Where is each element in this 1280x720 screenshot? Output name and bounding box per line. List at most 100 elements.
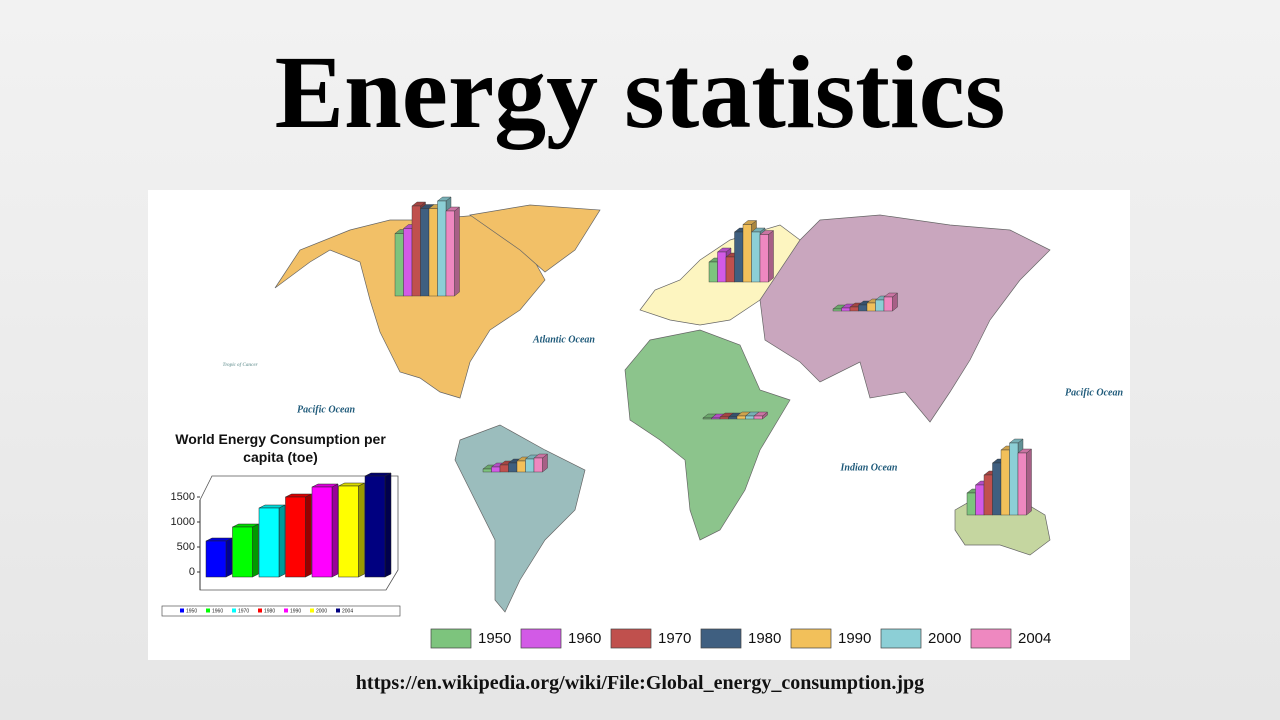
bar xyxy=(420,208,430,297)
bar xyxy=(841,307,851,312)
bar xyxy=(759,234,769,283)
ocean-label: Atlantic Ocean xyxy=(532,334,595,345)
bar xyxy=(719,416,729,420)
ocean-label: Pacific Ocean xyxy=(1065,387,1123,398)
bar-side xyxy=(252,523,259,578)
bar xyxy=(858,304,868,312)
bar xyxy=(736,415,746,420)
legend-swatch xyxy=(430,628,472,649)
bar xyxy=(205,540,227,578)
legend-swatch xyxy=(700,628,742,649)
bar xyxy=(742,224,752,283)
inset-legend xyxy=(161,605,401,617)
legend-swatch xyxy=(336,608,340,613)
bar xyxy=(232,526,253,578)
legend-label: 1990 xyxy=(838,630,871,647)
legend-swatch xyxy=(310,608,314,613)
legend-swatch xyxy=(610,628,652,649)
y-tick-label: 1500 xyxy=(171,491,195,503)
bar xyxy=(285,496,306,578)
legend-swatch xyxy=(790,628,832,649)
bar xyxy=(1000,449,1010,516)
bar-side xyxy=(331,483,339,578)
bar xyxy=(508,462,518,473)
bar xyxy=(1017,452,1027,516)
bar xyxy=(258,507,280,578)
ocean-label: Pacific Ocean xyxy=(297,404,355,415)
legend-swatch xyxy=(970,628,1012,649)
bar xyxy=(966,492,976,516)
slide-title: Energy statistics xyxy=(274,35,1006,150)
bar xyxy=(875,299,885,312)
legend-label: 1970 xyxy=(658,630,691,647)
bar xyxy=(734,231,744,283)
bar xyxy=(403,228,413,297)
y-tick-label: 0 xyxy=(189,566,195,578)
bar xyxy=(725,256,735,283)
bar xyxy=(708,261,718,283)
legend-label: 1950 xyxy=(186,608,197,614)
y-tick-label: 500 xyxy=(177,541,195,553)
bar-side xyxy=(1026,448,1032,516)
bar xyxy=(832,308,842,312)
legend-swatch xyxy=(180,608,184,613)
bar xyxy=(445,210,455,297)
bar xyxy=(533,457,543,473)
bar xyxy=(751,231,761,283)
legend: 1950 1960 1970 1980 1990 2000 2004 xyxy=(430,628,1051,649)
bar-side xyxy=(305,493,312,578)
bar xyxy=(883,296,893,312)
bar xyxy=(428,208,438,297)
legend-label: 1970 xyxy=(238,608,249,614)
legend-swatch xyxy=(258,608,262,613)
legend-label: 1980 xyxy=(748,630,781,647)
legend-swatch xyxy=(206,608,210,613)
legend-label: 1960 xyxy=(212,608,223,614)
bar xyxy=(975,484,985,516)
bar xyxy=(525,458,535,473)
asia xyxy=(759,214,1051,423)
ocean-label: Indian Ocean xyxy=(840,462,898,473)
legend-swatch xyxy=(520,628,562,649)
y-tick-label: 1000 xyxy=(171,516,195,528)
inset-chart: 0 500 1000 1500 1950 1960 1970 1980 1990 2000 2004 xyxy=(161,472,401,617)
legend-label: 1960 xyxy=(568,630,601,647)
bar-side xyxy=(384,472,392,578)
bar xyxy=(728,416,738,420)
legend-swatch xyxy=(880,628,922,649)
bar xyxy=(702,417,712,420)
legend-label: 2004 xyxy=(342,608,353,614)
bar xyxy=(491,466,501,473)
bar xyxy=(849,306,859,312)
bar xyxy=(394,233,404,297)
bar xyxy=(983,474,993,516)
bar-side xyxy=(278,504,286,578)
legend-label: 1990 xyxy=(290,608,301,614)
bar xyxy=(753,415,763,420)
bar xyxy=(482,468,492,473)
bar xyxy=(338,485,359,578)
bar xyxy=(745,415,755,420)
bar xyxy=(499,464,509,473)
bar xyxy=(717,251,727,283)
bar xyxy=(437,200,447,297)
source-url: https://en.wikipedia.org/wiki/File:Globa… xyxy=(355,672,925,694)
bar xyxy=(516,460,526,473)
regional-bars xyxy=(394,196,1033,516)
bar-side xyxy=(225,537,233,578)
legend-label: 1980 xyxy=(264,608,275,614)
legend-label: 2000 xyxy=(928,630,961,647)
bar xyxy=(364,475,386,578)
bar xyxy=(992,462,1002,516)
bar xyxy=(711,417,721,420)
bar-side xyxy=(358,482,365,578)
legend-swatch xyxy=(284,608,288,613)
greenland xyxy=(469,204,601,273)
legend-swatch xyxy=(232,608,236,613)
bar xyxy=(411,205,421,297)
legend-label: 2004 xyxy=(1018,630,1051,647)
legend-label: 2000 xyxy=(316,608,327,614)
africa xyxy=(624,329,791,541)
